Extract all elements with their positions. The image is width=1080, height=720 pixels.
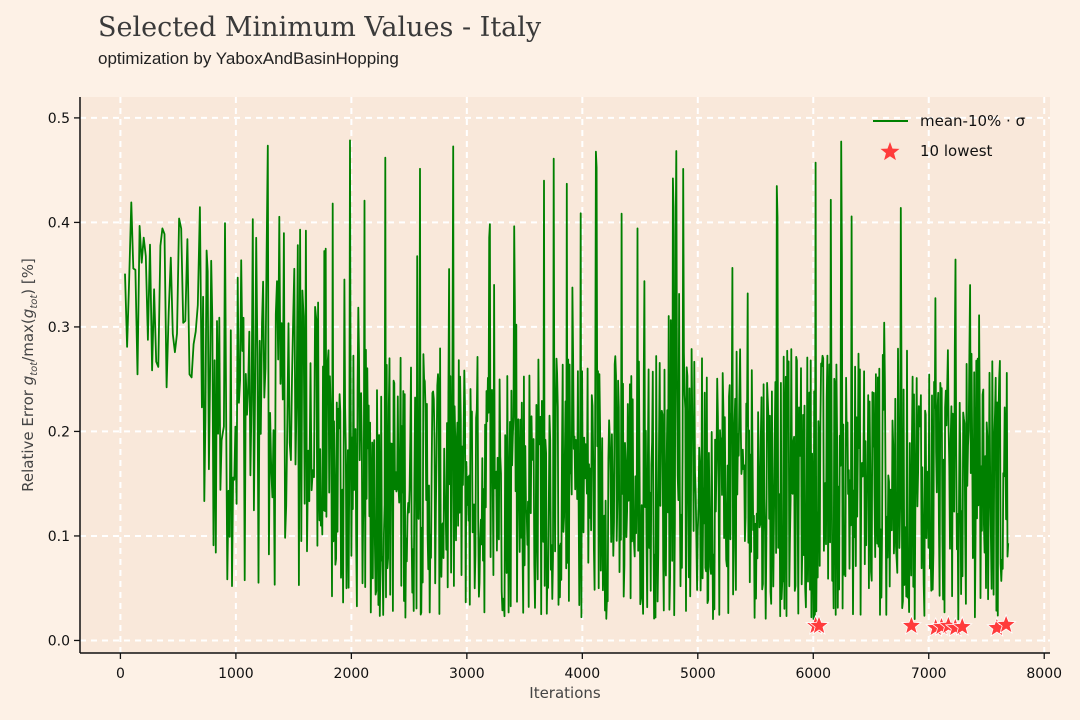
lowest-star-2 [900, 614, 922, 635]
series-line-layer [124, 139, 1010, 621]
y-label-text-3: ) [%] [19, 258, 37, 295]
chart-title: Selected Minimum Values - Italy [98, 12, 542, 43]
x-tick-label-6: 6000 [795, 666, 831, 682]
x-tick-label-5: 5000 [680, 666, 716, 682]
x-tick-label-2: 2000 [334, 666, 370, 682]
lowest-markers [805, 613, 1017, 637]
y-label-sub-2: tot [29, 294, 40, 309]
x-tick-label-7: 7000 [911, 666, 947, 682]
y-label-sub-1: tot [29, 361, 40, 376]
x-tick-label-3: 3000 [449, 666, 485, 682]
chart-subtitle: optimization by YaboxAndBasinHopping [98, 49, 399, 68]
y-label-g-2: g [19, 309, 37, 319]
y-tick-label-1: 0.1 [48, 529, 70, 545]
legend-star-icon [880, 142, 900, 161]
x-tick-label-8: 8000 [1026, 666, 1062, 682]
y-axis-label: Relative Error gtot/max(gtot) [%] [19, 258, 40, 492]
tick-labels: 0 1000 2000 3000 4000 5000 6000 7000 8000 0.0 0.1 0… [48, 111, 1062, 682]
y-tick-label-0: 0.0 [48, 633, 70, 649]
plot-area [80, 97, 1050, 653]
y-label-text-2: /max( [19, 318, 37, 362]
axes [74, 97, 1050, 659]
lowest-star-7 [951, 615, 973, 636]
x-tick-label-4: 4000 [565, 666, 601, 682]
legend-label-line: mean-10% · σ [920, 112, 1026, 130]
lowest-star-1 [808, 614, 830, 635]
legend: mean-10% · σ 10 lowest [873, 112, 1026, 161]
series-line [124, 139, 1010, 621]
y-tick-label-5: 0.5 [48, 111, 70, 127]
y-tick-label-3: 0.3 [48, 320, 70, 336]
x-axis-label: Iterations [529, 684, 601, 702]
y-label-g-1: g [19, 376, 37, 386]
y-tick-label-4: 0.4 [48, 215, 70, 231]
x-tick-label-1: 1000 [218, 666, 254, 682]
lowest-star-9 [995, 613, 1017, 634]
legend-label-markers: 10 lowest [920, 142, 993, 160]
x-tick-label-0: 0 [116, 666, 125, 682]
y-label-text-1: Relative Error [19, 385, 37, 492]
y-tick-label-2: 0.2 [48, 424, 70, 440]
